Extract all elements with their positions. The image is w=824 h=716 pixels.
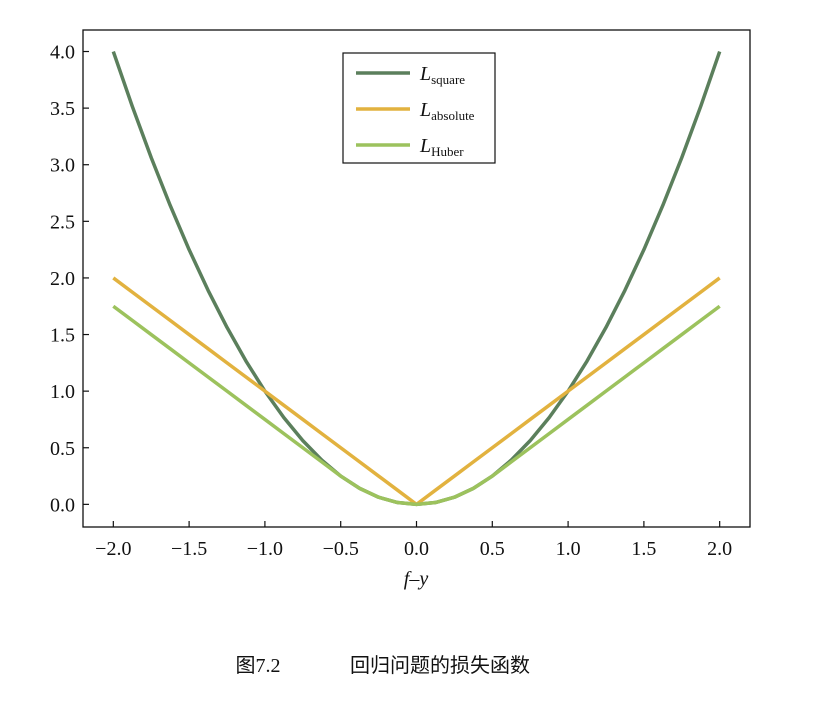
y-tick-label: 1.5 xyxy=(50,325,75,347)
y-tick-label: 2.0 xyxy=(50,268,75,290)
legend-label: square xyxy=(431,72,465,87)
caption-label: 图7.2 xyxy=(236,655,281,677)
legend-symbol: L xyxy=(419,99,431,121)
x-axis-label: f–y xyxy=(404,568,429,590)
x-tick-label: 0.0 xyxy=(404,538,429,560)
x-tick-label: −2.0 xyxy=(95,538,131,560)
x-tick-label: 1.0 xyxy=(556,538,581,560)
x-tick-label: 1.5 xyxy=(631,538,656,560)
y-tick-label: 0.5 xyxy=(50,438,75,460)
x-tick-label: −1.0 xyxy=(247,538,283,560)
y-tick-label: 3.5 xyxy=(50,98,75,120)
x-tick-label: 2.0 xyxy=(707,538,732,560)
y-tick-label: 0.0 xyxy=(50,494,75,516)
x-tick-label: −1.5 xyxy=(171,538,207,560)
y-tick-label: 4.0 xyxy=(50,42,75,64)
y-tick-label: 3.0 xyxy=(50,155,75,177)
line-series xyxy=(112,304,721,507)
legend-label: absolute xyxy=(431,108,475,123)
y-tick-label: 1.0 xyxy=(50,381,75,403)
legend-entry: Labsolute xyxy=(419,99,475,123)
legend-symbol: L xyxy=(419,135,431,157)
line-series xyxy=(112,276,721,507)
legend-label: Huber xyxy=(431,144,464,159)
legend-entry: LHuber xyxy=(419,135,464,159)
legend-symbol: L xyxy=(419,63,431,85)
legend-entry: Lsquare xyxy=(419,63,465,87)
x-tick-label: 0.5 xyxy=(480,538,505,560)
caption: 回归问题的损失函数 xyxy=(350,654,530,677)
y-tick-label: 2.5 xyxy=(50,211,75,233)
x-tick-label: −0.5 xyxy=(323,538,359,560)
